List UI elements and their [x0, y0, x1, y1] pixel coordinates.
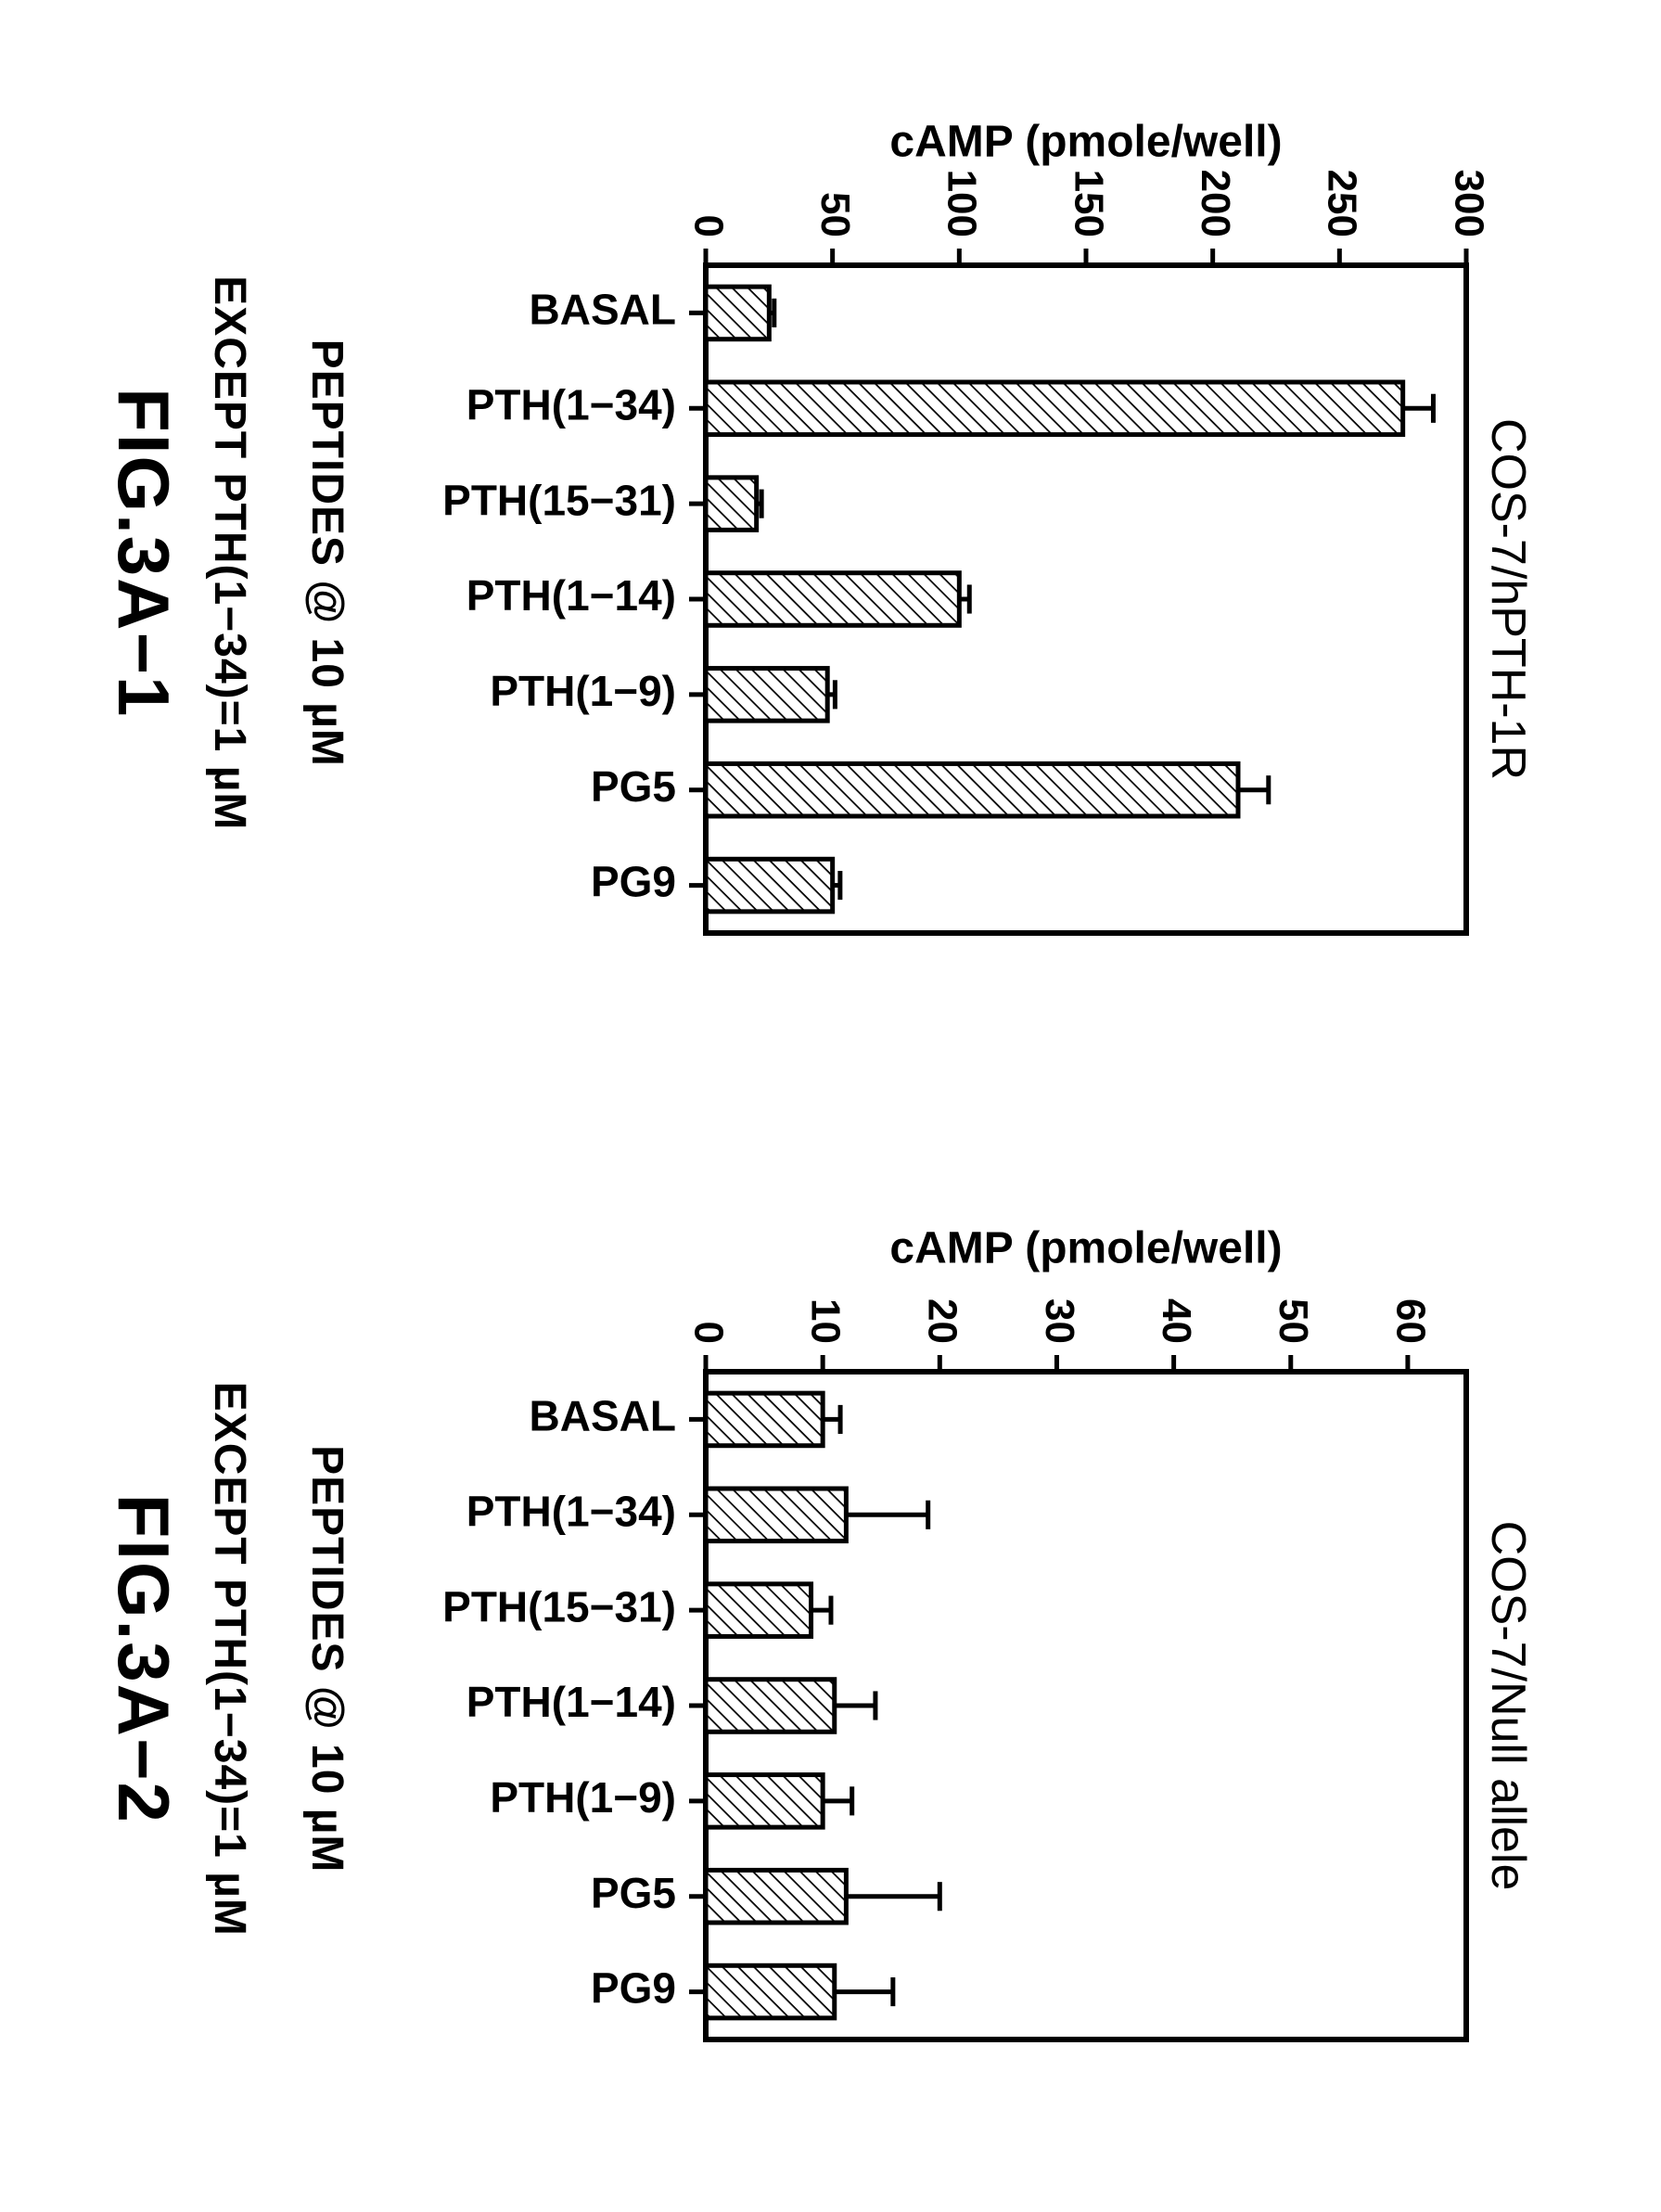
category-label: PG9 [591, 1963, 676, 2012]
bar [706, 669, 827, 722]
category-label: PTH(1−9) [490, 667, 676, 715]
y-axis-label: cAMP (pmole/well) [889, 1223, 1282, 1272]
bar [706, 382, 1403, 435]
bar [706, 1774, 823, 1827]
bar [706, 860, 833, 913]
bar [706, 573, 959, 626]
x-caption-line2: EXCEPT PTH(1−34)=1 µM [205, 1382, 254, 1937]
figure-label-right: FIG.3A−2 [101, 1196, 185, 2123]
chart-title: COS-7/Null allele [1481, 1520, 1535, 1890]
x-axis-caption-left: PEPTIDES @ 10 µM EXCEPT PTH(1−34)=1 µM [204, 89, 400, 1016]
chart-right: 0 10 20 30 40 50 60 BASAL PTH(1−34) PTH(15−31) PTH… [409, 1196, 1550, 2123]
chart-left: 0 50 100 150 200 250 300 BASAL PTH(1−34) PTH(15−3… [409, 89, 1550, 1016]
panel-row: 050100150200250300BASALPTH(1−34)PTH(15−3… [101, 0, 1661, 2212]
category-label: PTH(1−14) [466, 571, 676, 620]
panel-left: 0 50 100 150 200 250 300 BASAL PTH(1−34) PTH(15−3… [101, 89, 1550, 1016]
x-caption-line1: PEPTIDES @ 10 µM [302, 1445, 351, 1873]
bar [706, 1679, 835, 1732]
bar [706, 1489, 846, 1541]
category-label: PTH(1−14) [466, 1678, 676, 1726]
bar [706, 1870, 846, 1923]
category-label: PTH(1−34) [466, 1487, 676, 1535]
category-label: PTH(1−9) [490, 1773, 676, 1822]
y-tick-label: 30 [1037, 1298, 1082, 1344]
bar [706, 1584, 811, 1637]
category-label: PG5 [591, 1869, 676, 1917]
x-caption-line2: EXCEPT PTH(1−34)=1 µM [205, 275, 254, 830]
y-tick-label: 40 [1154, 1298, 1199, 1344]
y-tick-label: 20 [920, 1298, 965, 1344]
bar [706, 1965, 835, 2018]
bar [706, 1393, 823, 1446]
y-tick-label: 300 [1446, 170, 1491, 237]
panel-right: 0 10 20 30 40 50 60 BASAL PTH(1−34) PTH(15−31) PTH… [101, 1196, 1550, 2123]
y-tick-label: 50 [812, 192, 858, 237]
y-tick-label: 60 [1387, 1298, 1433, 1344]
category-label: PG9 [591, 858, 676, 906]
category-label: PTH(1−34) [466, 381, 676, 429]
x-axis-caption-right: PEPTIDES @ 10 µM EXCEPT PTH(1−34)=1 µM [204, 1196, 400, 2123]
chart-svg: 0 10 20 30 40 50 60 BASAL PTH(1−34) PTH(15−31) PTH… [409, 1196, 1550, 2058]
y-tick-label: 10 [803, 1298, 849, 1344]
page-rotated-container: 050100150200250300BASALPTH(1−34)PTH(15−3… [0, 0, 1661, 2212]
category-label: BASAL [530, 286, 676, 334]
category-label: PTH(15−31) [442, 477, 676, 525]
y-tick-label: 200 [1193, 170, 1238, 237]
category-label: BASAL [530, 1391, 676, 1439]
chart-svg: 0 50 100 150 200 250 300 BASAL PTH(1−34) PTH(15−3… [409, 89, 1550, 952]
bar [706, 287, 769, 339]
y-tick-label: 150 [1066, 170, 1111, 237]
category-label: PG5 [591, 762, 676, 811]
y-axis-label: cAMP (pmole/well) [889, 118, 1282, 167]
chart-title: COS-7/hPTH-1R [1481, 418, 1535, 780]
y-tick-label: 0 [685, 1321, 731, 1343]
bar [706, 764, 1238, 817]
y-tick-label: 0 [685, 215, 731, 237]
x-caption-line1: PEPTIDES @ 10 µM [302, 339, 351, 767]
bar [706, 478, 757, 531]
y-tick-label: 100 [939, 170, 985, 237]
category-label: PTH(15−31) [442, 1582, 676, 1630]
y-tick-label: 250 [1320, 170, 1365, 237]
figure-label-left: FIG.3A−1 [101, 89, 185, 1016]
y-tick-label: 50 [1271, 1298, 1316, 1344]
